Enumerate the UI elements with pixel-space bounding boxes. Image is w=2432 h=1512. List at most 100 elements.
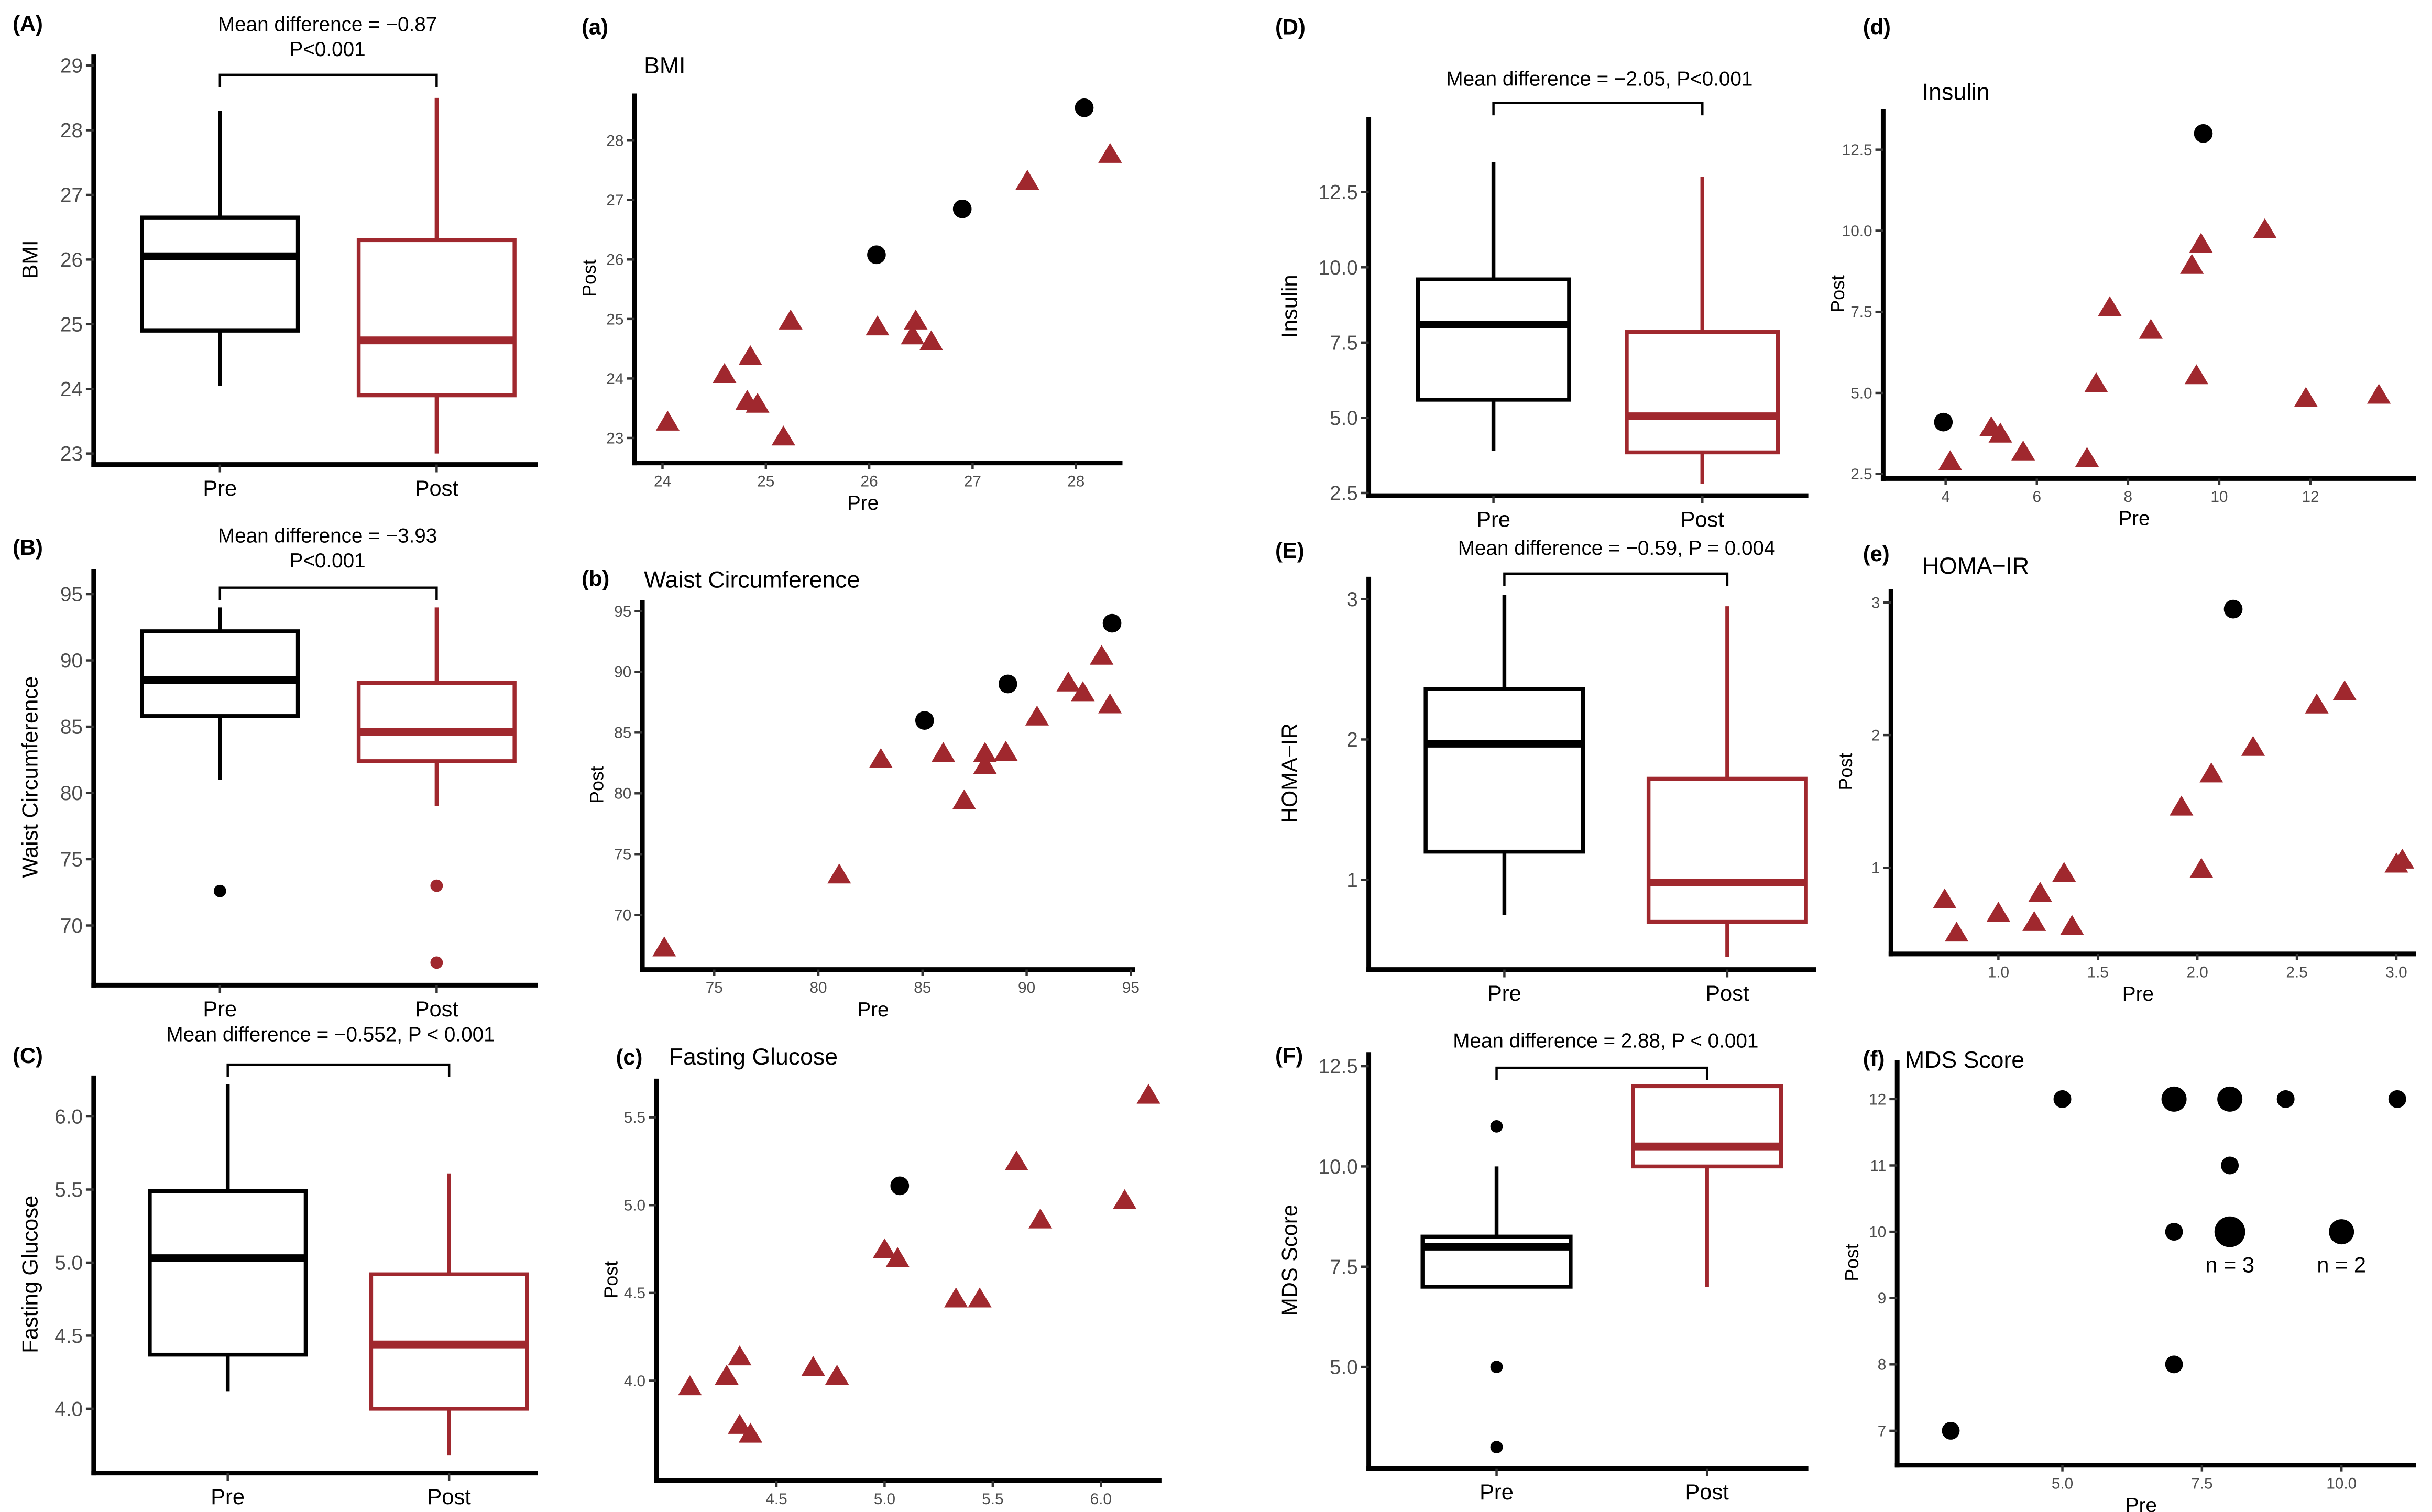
- x-tick-label: Pre: [203, 476, 237, 500]
- x-axis-label: Pre: [857, 999, 889, 1021]
- scatter-point-triangle: [1136, 1083, 1160, 1104]
- box-pre: [140, 111, 300, 386]
- scatter-point-triangle: [1015, 169, 1039, 190]
- box-iqr: [148, 1189, 308, 1357]
- y-tick-label: 4.5: [54, 1325, 83, 1347]
- y-tick-label: 26: [60, 249, 83, 271]
- mean-difference-annotation: Mean difference = 2.88, P < 0.001: [1453, 1029, 1758, 1052]
- x-tick-label: 4: [1941, 488, 1950, 506]
- x-tick-label: 2.5: [2286, 963, 2307, 981]
- outlier-point: [1490, 1361, 1503, 1373]
- x-axis-label: Pre: [2122, 983, 2154, 1005]
- x-tick-label: 80: [809, 979, 827, 996]
- scatter-point-triangle: [715, 1364, 739, 1385]
- box-iqr: [1625, 330, 1780, 455]
- y-tick-label: 23: [606, 430, 623, 447]
- box-iqr: [1631, 1084, 1783, 1169]
- box-post: [356, 97, 517, 454]
- scatter-point-triangle: [2170, 795, 2194, 816]
- scatter-point-triangle: [655, 410, 680, 431]
- y-tick-label: 4.5: [624, 1285, 645, 1302]
- x-tick-label: 85: [914, 979, 931, 996]
- panel-F: (F) 5.0 7.5 10.0 12.5 MDS Score Pre Post Mean di…: [1275, 1029, 1809, 1504]
- y-tick-label: 1: [1346, 869, 1358, 892]
- panel-letter: (E): [1275, 538, 1305, 563]
- y-axis-label: Post: [1827, 275, 1848, 312]
- scatter-point-triangle: [866, 315, 890, 336]
- y-tick-label: 75: [60, 849, 83, 871]
- scatter-point-triangle: [901, 324, 925, 345]
- outlier-point: [1490, 1120, 1503, 1133]
- scatter-point-triangle: [2180, 254, 2204, 274]
- x-tick-label: 7.5: [2191, 1475, 2212, 1492]
- scatter-point-triangle: [2305, 693, 2329, 714]
- scatter-title: Insulin: [1922, 79, 1990, 105]
- scatter-point-triangle: [827, 863, 851, 884]
- scatter-point-triangle: [1004, 1150, 1028, 1171]
- box-post: [1631, 1084, 1783, 1287]
- panel-c: (c) 4.0 4.5 5.0 5.5 Fasting Glucose 4.5 5.0 5.5 6…: [601, 1044, 1162, 1512]
- scatter-point-circle: [1102, 613, 1122, 633]
- y-tick-label: 25: [60, 313, 83, 336]
- x-axis-label: Pre: [2118, 508, 2150, 530]
- y-tick-label: 2: [1346, 729, 1358, 751]
- y-tick-label: 3: [1871, 594, 1880, 611]
- scatter-point-triangle: [2367, 384, 2391, 404]
- y-tick-label: 12.5: [1842, 141, 1872, 159]
- x-tick-label: 2.0: [2186, 963, 2208, 981]
- x-tick-label: 1.0: [1988, 963, 2009, 981]
- scatter-point-circle: [2221, 1156, 2239, 1175]
- scatter-point-circle: [2223, 599, 2243, 619]
- y-axis-label: MDS Score: [1277, 1204, 1302, 1316]
- scatter-point-triangle: [1025, 705, 1049, 726]
- y-tick-label: 5.0: [54, 1252, 83, 1274]
- x-tick-label: Post: [415, 476, 459, 500]
- y-tick-label: 85: [60, 716, 83, 739]
- scatter-point-triangle: [1028, 1208, 1053, 1229]
- y-tick-label: 24: [60, 378, 83, 401]
- x-tick-label: 25: [757, 473, 774, 490]
- y-tick-label: 6.0: [54, 1106, 83, 1128]
- scatter-point-triangle: [931, 742, 956, 762]
- scatter-point-triangle: [1113, 1189, 1137, 1209]
- x-tick-label: 10: [2210, 488, 2228, 506]
- scatter-point-triangle: [994, 740, 1018, 761]
- box-post: [1625, 177, 1780, 484]
- scatter-point-triangle: [713, 363, 737, 384]
- y-tick-label: 4.0: [54, 1398, 83, 1420]
- panel-A: (A) 23 24 25 26 27 28 29 BMI Pre Post Mean differen…: [13, 12, 538, 500]
- y-tick-label: 7: [1878, 1422, 1887, 1440]
- significance-bracket: [218, 73, 438, 87]
- x-tick-label: Pre: [1480, 1480, 1514, 1504]
- y-tick-label: 95: [614, 603, 631, 620]
- scatter-point-triangle: [1988, 422, 2012, 443]
- y-tick-label: 75: [614, 846, 631, 863]
- x-tick-label: 3.0: [2385, 963, 2407, 981]
- y-tick-label: 25: [606, 311, 623, 328]
- y-tick-label: 90: [614, 664, 631, 681]
- x-tick-label: 26: [861, 473, 878, 490]
- panel-letter: (B): [13, 535, 43, 560]
- box-iqr: [356, 681, 517, 763]
- outlier-point: [430, 956, 443, 969]
- scatter-point-triangle: [801, 1356, 825, 1376]
- y-tick-label: 7.5: [1330, 332, 1358, 354]
- scatter-point-circle: [2161, 1086, 2187, 1112]
- y-axis-label: HOMA−IR: [1277, 723, 1302, 823]
- scatter-point-circle: [915, 711, 934, 730]
- y-tick-label: 90: [60, 650, 83, 672]
- x-tick-label: Post: [1681, 507, 1725, 532]
- scatter-point-triangle: [746, 392, 770, 413]
- scatter-point-triangle: [738, 1422, 763, 1443]
- y-axis-label: BMI: [18, 240, 42, 279]
- x-tick-label: 6.0: [1090, 1491, 1112, 1508]
- scatter-point-triangle: [1098, 143, 1122, 163]
- scatter-point-triangle: [919, 330, 944, 350]
- scatter-point-triangle: [1071, 681, 1095, 702]
- scatter-point-circle: [1934, 412, 1953, 432]
- y-tick-label: 5.0: [1330, 407, 1358, 430]
- scatter-point-triangle: [968, 1287, 992, 1308]
- mean-difference-annotation: P<0.001: [290, 38, 366, 61]
- y-tick-label: 5.5: [54, 1179, 83, 1201]
